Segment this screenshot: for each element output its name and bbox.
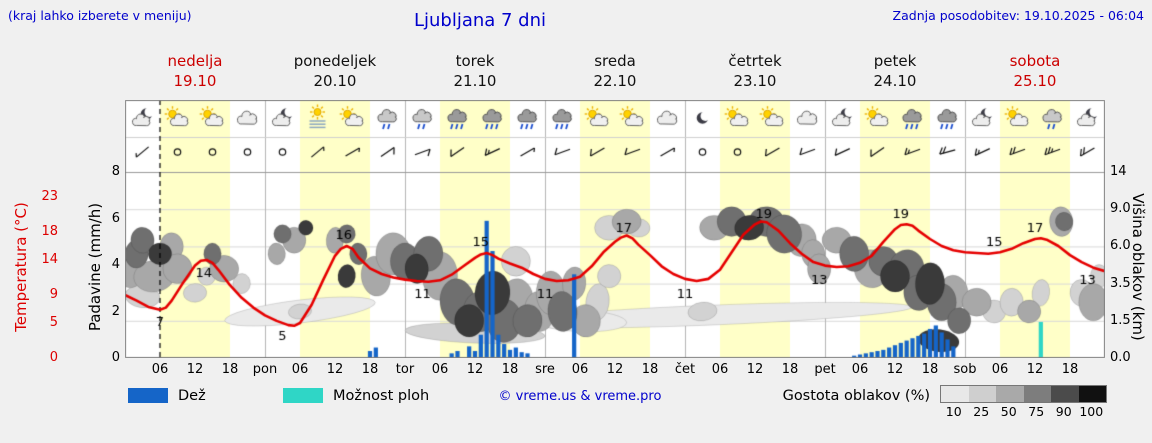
time-label: 12 xyxy=(606,362,624,377)
time-label: sob xyxy=(953,362,977,377)
time-label: 12 xyxy=(886,362,904,377)
time-label: 18 xyxy=(1061,362,1079,377)
time-label: pon xyxy=(252,362,278,377)
time-label: pet xyxy=(814,362,836,377)
time-label: 12 xyxy=(466,362,484,377)
meteogram-canvas xyxy=(125,100,1105,358)
cloud-tick: 14 xyxy=(1110,164,1127,179)
density-tick: 90 xyxy=(1055,404,1072,419)
cloud-tick: 3.5 xyxy=(1110,275,1131,291)
day-date: 25.10 xyxy=(1013,72,1057,90)
day-date: 24.10 xyxy=(873,72,917,90)
temp-tick: 23 xyxy=(41,189,58,204)
time-label: 06 xyxy=(431,362,449,377)
menu-hint-text: (kraj lahko izberete v meniju) xyxy=(8,8,192,23)
day-date: 20.10 xyxy=(313,72,357,90)
day-name: četrtek xyxy=(728,52,782,70)
time-label: 12 xyxy=(186,362,204,377)
density-tick: 50 xyxy=(1000,404,1017,419)
credit-link[interactable]: © vreme.us & vreme.pro xyxy=(498,389,662,404)
day-name: nedelja xyxy=(167,52,223,70)
time-label: 12 xyxy=(746,362,764,377)
precip-tick: 6 xyxy=(111,210,120,226)
last-update-text: Zadnja posodobitev: 19.10.2025 - 06:04 xyxy=(892,8,1144,23)
density-segment xyxy=(996,386,1024,402)
density-segment xyxy=(1078,386,1106,402)
day-name: torek xyxy=(455,52,495,70)
time-label: 06 xyxy=(151,362,169,377)
rain-legend-swatch xyxy=(128,388,168,403)
precip-tick: 4 xyxy=(111,257,120,272)
density-segment xyxy=(941,386,969,402)
day-name: sreda xyxy=(594,52,636,70)
showers-legend-swatch xyxy=(283,388,323,403)
temp-tick: 18 xyxy=(41,224,58,239)
density-tick: 25 xyxy=(973,404,990,419)
cloud-tick: 0.0 xyxy=(1110,350,1131,365)
density-tick: 75 xyxy=(1028,404,1045,419)
density-segment xyxy=(1023,386,1051,402)
day-date: 22.10 xyxy=(593,72,637,90)
cloud-tick: 6.0 xyxy=(1110,238,1131,254)
time-label: 18 xyxy=(501,362,519,377)
time-label: čet xyxy=(674,362,696,377)
time-label: 12 xyxy=(1026,362,1044,377)
time-label: 18 xyxy=(361,362,379,377)
time-label: 06 xyxy=(711,362,729,377)
density-segment xyxy=(968,386,996,402)
day-date: 21.10 xyxy=(453,72,497,90)
time-label: 18 xyxy=(641,362,659,377)
density-segment xyxy=(1051,386,1079,402)
precip-tick: 8 xyxy=(111,164,120,179)
showers-legend-label: Možnost ploh xyxy=(333,388,430,404)
time-label: 06 xyxy=(851,362,869,377)
time-label: 06 xyxy=(991,362,1009,377)
temp-tick: 5 xyxy=(49,315,58,330)
time-label: tor xyxy=(395,362,415,377)
time-label: 18 xyxy=(921,362,939,377)
day-name: petek xyxy=(873,52,917,70)
day-date: 19.10 xyxy=(173,72,217,90)
cloud-tick: 1.5 xyxy=(1110,312,1131,328)
day-name: ponedeljek xyxy=(293,52,377,70)
cloud-density-legend-label: Gostota oblakov (%) xyxy=(782,388,930,404)
time-label: 06 xyxy=(571,362,589,377)
precip-tick: 0 xyxy=(111,350,120,365)
cloud-density-scale-bar xyxy=(940,385,1107,403)
time-label: 12 xyxy=(326,362,344,377)
day-date: 23.10 xyxy=(733,72,777,90)
page-title: Ljubljana 7 dni xyxy=(413,10,547,31)
density-tick: 100 xyxy=(1079,404,1104,419)
temp-tick: 14 xyxy=(41,252,58,267)
time-label: sre xyxy=(535,362,555,377)
time-label: 06 xyxy=(291,362,309,377)
day-name: sobota xyxy=(1009,52,1061,70)
temp-tick: 9 xyxy=(49,287,58,302)
precip-tick: 2 xyxy=(111,303,120,319)
density-tick: 10 xyxy=(945,404,962,419)
time-label: 18 xyxy=(781,362,799,377)
rain-legend-label: Dež xyxy=(178,388,206,404)
cloud-tick: 9.0 xyxy=(1110,201,1131,217)
temp-tick: 0 xyxy=(49,350,58,365)
time-label: 18 xyxy=(221,362,239,377)
